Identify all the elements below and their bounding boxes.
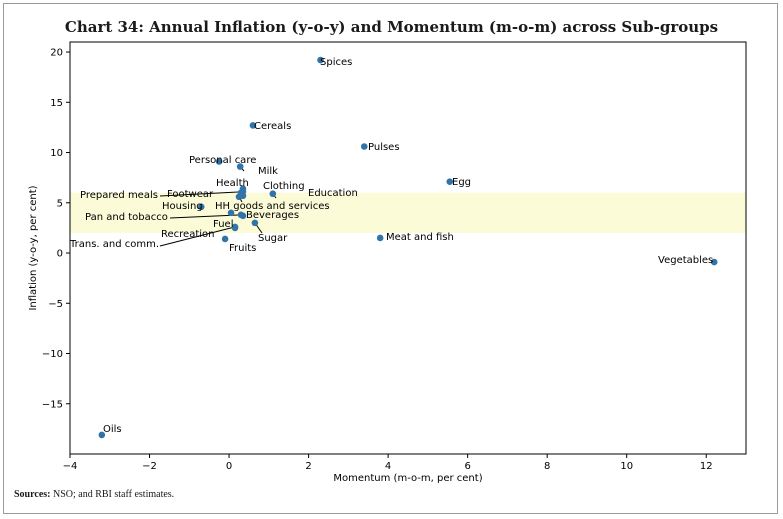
point-beverages: [239, 212, 247, 220]
leader-line-trans-and-comm: [159, 226, 236, 247]
point-fuel: [227, 209, 235, 217]
plot-area: [69, 41, 747, 455]
point-vegetables: [710, 258, 718, 266]
y-tick-label: −10: [42, 349, 63, 360]
source-text: NSO; and RBI staff estimates.: [52, 489, 175, 500]
label-oils: Oils: [103, 424, 122, 435]
x-tick-label: 0: [226, 461, 232, 472]
x-tick-label: 4: [385, 461, 391, 472]
x-tick-label: 12: [700, 461, 713, 472]
y-tick-label: −5: [48, 299, 63, 310]
label-sugar: Sugar: [258, 233, 288, 244]
point-housing: [197, 203, 205, 211]
y-tick-label: 5: [57, 198, 63, 209]
point-fruits: [221, 235, 229, 243]
y-axis-label: Inflation (y-o-y, per cent): [28, 185, 39, 310]
point-meat-and-fish: [376, 234, 384, 242]
label-fuel: Fuel: [213, 219, 233, 230]
point-trans-and-comm: [231, 223, 239, 231]
label-clothing: Clothing: [263, 181, 305, 192]
point-milk: [236, 163, 244, 170]
point-cereals: [249, 122, 257, 129]
label-recreation: Recreation: [161, 229, 214, 240]
x-axis-label: Momentum (m-o-m, per cent): [333, 473, 482, 484]
point-personal-care: [215, 158, 223, 165]
label-education: Education: [308, 188, 358, 199]
label-housing: Housing: [162, 201, 203, 212]
source-note: Sources: NSO; and RBI staff estimates.: [14, 489, 174, 500]
label-trans-and-comm: Trans. and comm.: [69, 239, 159, 250]
x-tick-label: 8: [544, 461, 550, 472]
point-sugar: [251, 219, 259, 227]
label-footwear: Footwear: [167, 189, 214, 200]
y-tick-label: 10: [50, 148, 63, 159]
point-education: [269, 190, 277, 198]
x-tick-label: −2: [142, 461, 157, 472]
chart-title: Chart 34: Annual Inflation (y-o-y) and M…: [64, 18, 719, 36]
label-prepared-meals: Prepared meals: [80, 190, 158, 201]
source-label: Sources:: [14, 489, 51, 500]
tolerance-band: [70, 192, 746, 233]
point-spices: [317, 56, 324, 64]
label-cereals: Cereals: [254, 121, 291, 132]
y-tick-label: 20: [50, 48, 63, 59]
label-pulses: Pulses: [368, 142, 400, 153]
leader-line-prepared-meals: [159, 191, 244, 197]
label-egg: Egg: [452, 177, 471, 188]
chart-frame: [3, 3, 778, 514]
label-personal-care: Personal care: [189, 155, 256, 166]
y-tick-label: 0: [57, 249, 63, 260]
x-tick-label: 10: [620, 461, 633, 472]
label-vegetables: Vegetables: [658, 255, 713, 266]
label-milk: Milk: [258, 166, 278, 177]
label-hh-goods-and-services: HH goods and services: [215, 201, 330, 212]
point-hh-goods-and-services: [235, 193, 243, 201]
label-fruits: Fruits: [229, 243, 256, 254]
label-beverages: Beverages: [246, 210, 299, 221]
point-oils: [98, 431, 106, 439]
label-health: Health: [216, 178, 249, 189]
point-egg: [446, 178, 454, 185]
label-spices: Spices: [320, 57, 352, 68]
y-tick-label: 15: [50, 98, 63, 109]
label-meat-and-fish: Meat and fish: [386, 232, 454, 243]
label-pan-and-tobacco: Pan and tobacco: [85, 212, 168, 223]
point-pulses: [360, 143, 368, 150]
x-tick-label: 6: [464, 461, 470, 472]
y-tick-label: −15: [42, 399, 63, 410]
x-tick-label: −4: [63, 461, 78, 472]
x-tick-label: 2: [305, 461, 311, 472]
